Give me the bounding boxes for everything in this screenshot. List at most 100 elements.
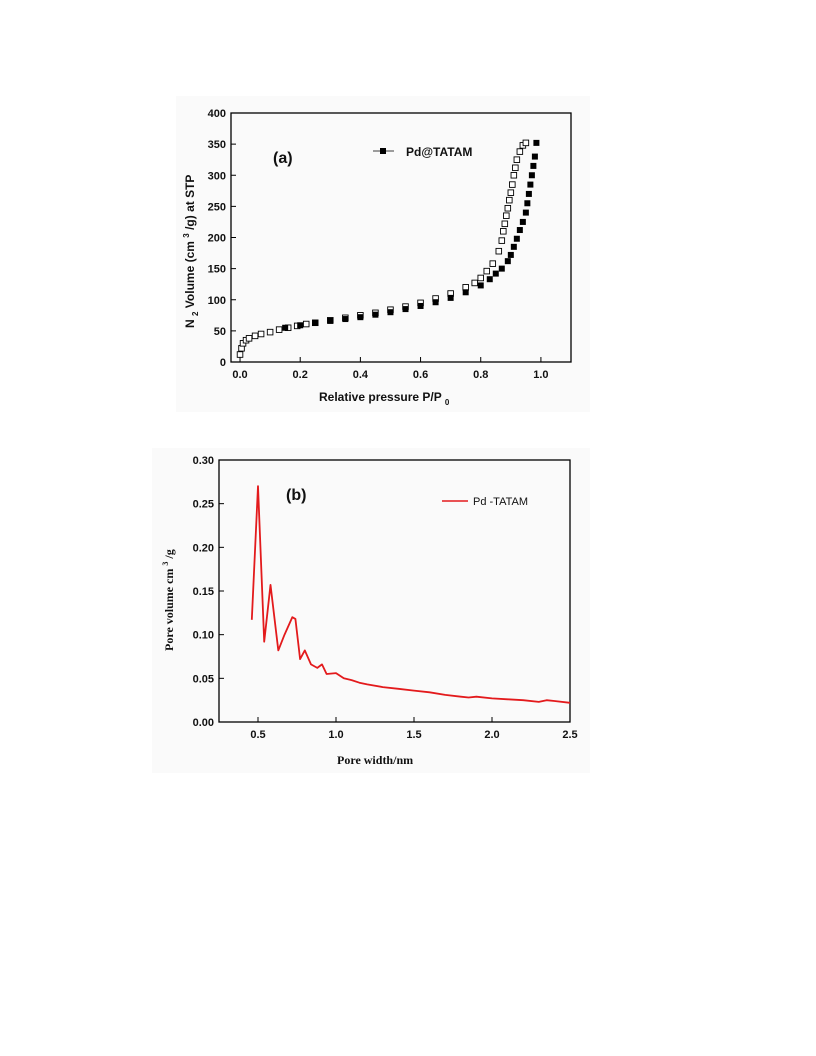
filled-square-point (511, 244, 517, 250)
filled-square-point (418, 303, 424, 309)
x-tick-label: 0.6 (413, 369, 428, 381)
y-axis-label: Pore volume cm 3 /g (157, 549, 176, 651)
filled-square-point (312, 320, 318, 326)
x-tick-label: 0.4 (353, 369, 369, 381)
filled-square-point (524, 200, 530, 206)
open-square-point (463, 285, 469, 291)
x-tick-label: 1.0 (328, 729, 343, 741)
y-tick-label: 0 (220, 357, 226, 369)
y-axis-label-part: Volume (cm (183, 241, 197, 308)
x-axis-label: Relative pressure P/P 0 (319, 390, 450, 407)
panel-label: (b) (286, 487, 306, 504)
open-square-point (472, 280, 478, 286)
filled-square-point (448, 295, 454, 301)
filled-square-point (532, 154, 538, 160)
filled-square-point (433, 299, 439, 305)
y-tick-label: 0.10 (193, 630, 214, 642)
filled-square-point (297, 322, 303, 328)
x-tick-label: 0.8 (473, 369, 488, 381)
filled-square-point (526, 191, 532, 197)
filled-square-point (478, 282, 484, 288)
open-square-point (511, 172, 517, 178)
x-axis-label: Pore width/nm (337, 753, 413, 767)
y-tick-label: 300 (208, 170, 226, 182)
open-square-point (303, 321, 309, 327)
y-tick-label: 0.30 (193, 455, 214, 467)
y-tick-label: 0.05 (193, 673, 214, 685)
open-square-point (513, 165, 519, 171)
open-square-point (237, 352, 243, 358)
chart-panel-b: 0.00 0.05 0.10 0.15 0.20 0.25 0.30 0.5 1.0 1.5 2.… (152, 448, 590, 773)
filled-square-point (508, 252, 514, 258)
chart-panel-a: 0 50 100 150 200 250 300 350 400 0.0 0.2 0.4 0.6 0.8… (176, 96, 590, 412)
open-square-point (508, 190, 514, 196)
isotherm-chart: 0 50 100 150 200 250 300 350 400 0.0 0.2 0.4 0.6 0.8… (176, 96, 590, 412)
y-axis-label-part: N (183, 319, 197, 328)
legend-marker (380, 148, 386, 154)
x-tick-label: 1.5 (406, 729, 421, 741)
open-square-point (504, 213, 510, 219)
filled-square-point (387, 309, 393, 315)
y-tick-label: 150 (208, 264, 226, 276)
panel-label: (a) (273, 150, 293, 167)
y-tick-label: 100 (208, 295, 226, 307)
x-tick-label: 0.0 (232, 369, 247, 381)
filled-square-point (372, 312, 378, 318)
filled-square-point (499, 266, 505, 272)
open-square-point (267, 329, 273, 335)
y-axis-label-part: /g (162, 549, 176, 559)
y-axis-label-part: /g) at STP (183, 175, 197, 230)
y-tick-label: 0.20 (193, 542, 214, 554)
filled-square-point (282, 325, 288, 331)
filled-square-point (514, 236, 520, 242)
open-square-point (484, 268, 490, 274)
open-square-point (496, 248, 502, 254)
filled-square-point (529, 172, 535, 178)
y-tick-label: 350 (208, 139, 226, 151)
filled-square-point (520, 219, 526, 225)
x-tick-label: 0.2 (293, 369, 308, 381)
legend-label: Pd -TATAM (473, 496, 528, 508)
open-square-point (246, 336, 252, 342)
open-square-point (276, 327, 282, 333)
y-axis-label: N 2 Volume (cm 3 /g) at STP (178, 175, 201, 328)
open-square-point (514, 157, 520, 163)
filled-square-point (463, 289, 469, 295)
series-line (252, 486, 570, 703)
open-square-point (478, 275, 484, 281)
filled-square-point (403, 306, 409, 312)
open-square-point (523, 140, 529, 146)
y-tick-label: 0.25 (193, 499, 214, 511)
open-square-point (505, 205, 511, 211)
filled-square-point (530, 163, 536, 169)
y-tick-label: 50 (214, 326, 226, 338)
y-axis-label-part: 3 (182, 233, 191, 238)
y-tick-label: 400 (208, 108, 226, 120)
x-axis-label-main: Relative pressure P/P (319, 390, 442, 404)
filled-square-point (487, 276, 493, 282)
open-square-point (510, 182, 516, 188)
x-tick-label: 2.5 (562, 729, 577, 741)
y-tick-label: 200 (208, 233, 226, 245)
filled-square-point (493, 271, 499, 277)
legend-label: Pd@TATAM (406, 145, 472, 159)
x-tick-label: 0.5 (250, 729, 265, 741)
filled-square-point (505, 258, 511, 264)
x-tick-label: 2.0 (484, 729, 499, 741)
filled-square-point (342, 316, 348, 322)
y-tick-label: 0.00 (193, 717, 214, 729)
open-square-point (517, 149, 523, 155)
open-square-point (258, 331, 264, 337)
y-tick-label: 0.15 (193, 586, 214, 598)
open-square-point (507, 197, 513, 203)
x-tick-label: 1.0 (533, 369, 548, 381)
open-square-point (490, 261, 496, 267)
y-tick-label: 250 (208, 201, 226, 213)
open-square-point (499, 238, 505, 244)
y-axis-label-part: Pore volume cm (162, 569, 176, 651)
filled-square-point (533, 140, 539, 146)
open-square-point (501, 228, 507, 234)
x-axis-label-sub: 0 (445, 398, 450, 407)
y-axis-label-part: 3 (161, 562, 170, 566)
filled-square-point (357, 314, 363, 320)
